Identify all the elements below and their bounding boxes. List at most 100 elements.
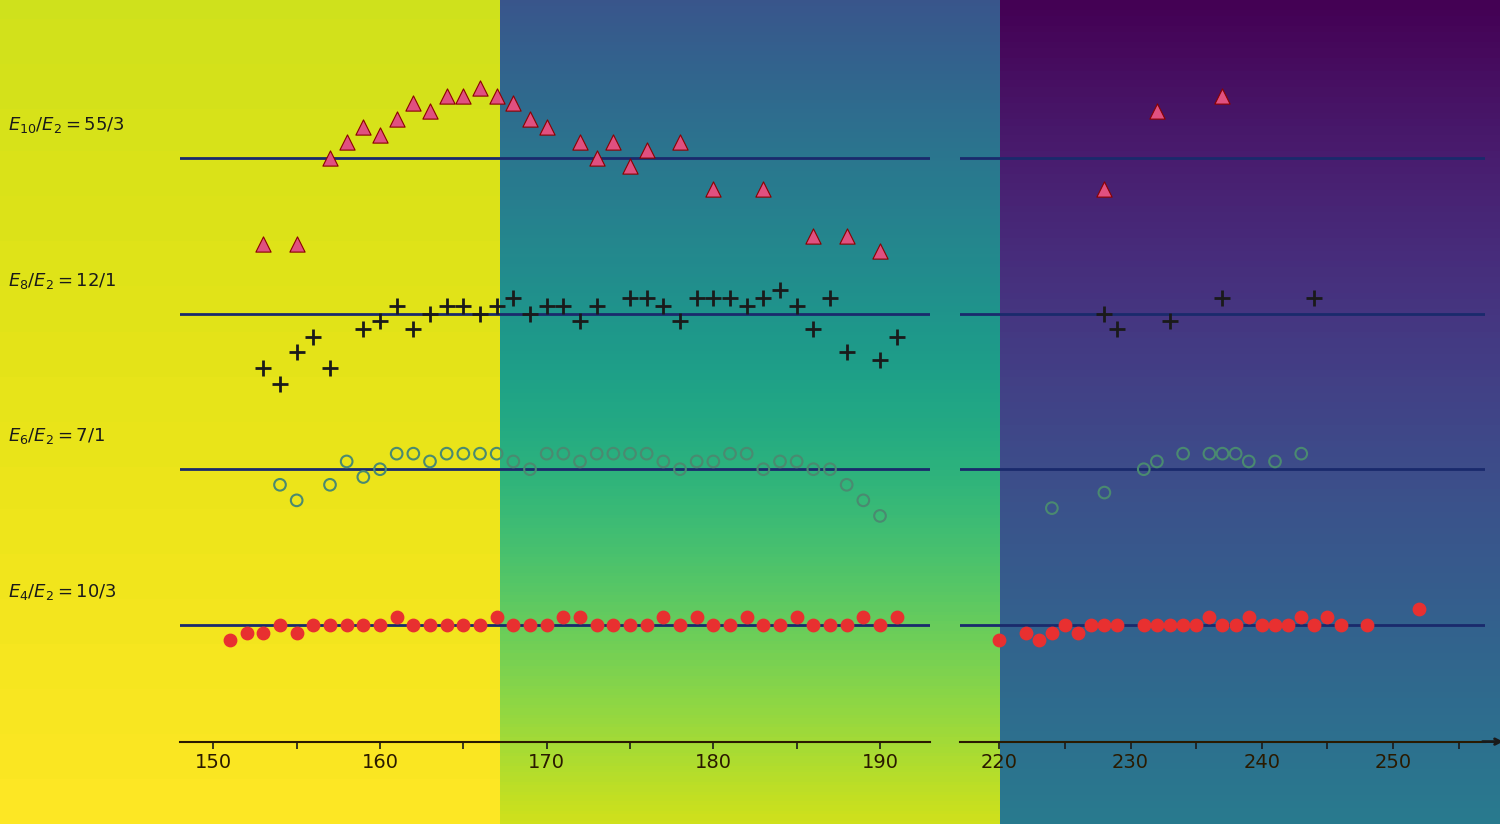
- Point: [419, 307, 442, 321]
- Point: [1263, 455, 1287, 468]
- Point: [1066, 626, 1090, 639]
- Point: [435, 299, 459, 312]
- Point: [702, 182, 726, 195]
- Point: [1092, 486, 1116, 499]
- Point: [1302, 292, 1326, 305]
- Point: [318, 152, 342, 165]
- Point: [752, 292, 776, 305]
- Point: [285, 494, 309, 507]
- Point: [468, 618, 492, 631]
- Point: [568, 136, 592, 149]
- Point: [484, 611, 508, 624]
- Point: [1276, 618, 1300, 631]
- Point: [1210, 618, 1234, 631]
- Point: [1092, 307, 1116, 321]
- Point: [834, 478, 858, 491]
- Point: [752, 182, 776, 195]
- Point: [285, 346, 309, 359]
- Point: [1172, 618, 1196, 631]
- Point: [801, 462, 825, 475]
- Point: [1250, 618, 1274, 631]
- Point: [684, 611, 708, 624]
- Point: [752, 618, 776, 631]
- Point: [452, 618, 476, 631]
- Point: [1158, 315, 1182, 328]
- Point: [534, 299, 558, 312]
- Point: [1210, 89, 1234, 102]
- Point: [1184, 618, 1208, 631]
- Point: [384, 611, 408, 624]
- Point: [1040, 502, 1064, 515]
- Text: $E_{10}/E_2 = 55/3$: $E_{10}/E_2 = 55/3$: [8, 115, 124, 135]
- Point: [834, 346, 858, 359]
- Point: [334, 136, 358, 149]
- Point: [468, 307, 492, 321]
- Point: [718, 618, 742, 631]
- Point: [1144, 105, 1168, 118]
- Point: [735, 299, 759, 312]
- Point: [1197, 447, 1221, 461]
- Text: $E_{6}/E_2 = 7/1$: $E_{6}/E_2 = 7/1$: [8, 426, 105, 447]
- Point: [501, 618, 525, 631]
- Point: [768, 618, 792, 631]
- Point: [518, 307, 542, 321]
- Point: [752, 462, 776, 475]
- Point: [518, 462, 542, 475]
- Point: [252, 626, 276, 639]
- Point: [1106, 618, 1130, 631]
- Point: [702, 455, 726, 468]
- Point: [1158, 618, 1182, 631]
- Point: [351, 618, 375, 631]
- Point: [1302, 618, 1326, 631]
- Point: [852, 494, 876, 507]
- Point: [868, 245, 892, 258]
- Point: [651, 299, 675, 312]
- Point: [1197, 611, 1221, 624]
- Point: [518, 112, 542, 125]
- Point: [452, 89, 476, 102]
- Point: [402, 97, 426, 110]
- Point: [585, 618, 609, 631]
- Point: [552, 611, 576, 624]
- Point: [268, 618, 292, 631]
- Point: [435, 447, 459, 461]
- Point: [668, 618, 692, 631]
- Point: [618, 159, 642, 172]
- Point: [252, 362, 276, 375]
- Point: [1236, 611, 1260, 624]
- Point: [501, 97, 525, 110]
- Point: [402, 322, 426, 335]
- Point: [768, 455, 792, 468]
- Point: [834, 229, 858, 242]
- Point: [452, 299, 476, 312]
- Point: [684, 292, 708, 305]
- Point: [468, 82, 492, 95]
- Point: [468, 447, 492, 461]
- Point: [318, 618, 342, 631]
- Point: [1014, 626, 1038, 639]
- Point: [368, 618, 392, 631]
- Point: [1172, 447, 1196, 461]
- Point: [1329, 618, 1353, 631]
- Point: [634, 618, 658, 631]
- Point: [868, 353, 892, 367]
- Point: [534, 447, 558, 461]
- Point: [1224, 618, 1248, 631]
- Point: [1131, 462, 1155, 475]
- Point: [718, 447, 742, 461]
- Point: [318, 362, 342, 375]
- Point: [885, 611, 909, 624]
- Point: [668, 315, 692, 328]
- Point: [384, 112, 408, 125]
- Point: [252, 237, 276, 250]
- Point: [552, 299, 576, 312]
- Point: [351, 322, 375, 335]
- Point: [634, 292, 658, 305]
- Point: [1354, 618, 1378, 631]
- Point: [552, 447, 576, 461]
- Point: [852, 611, 876, 624]
- Point: [518, 618, 542, 631]
- Point: [1288, 611, 1312, 624]
- Point: [1026, 634, 1050, 647]
- Point: [484, 89, 508, 102]
